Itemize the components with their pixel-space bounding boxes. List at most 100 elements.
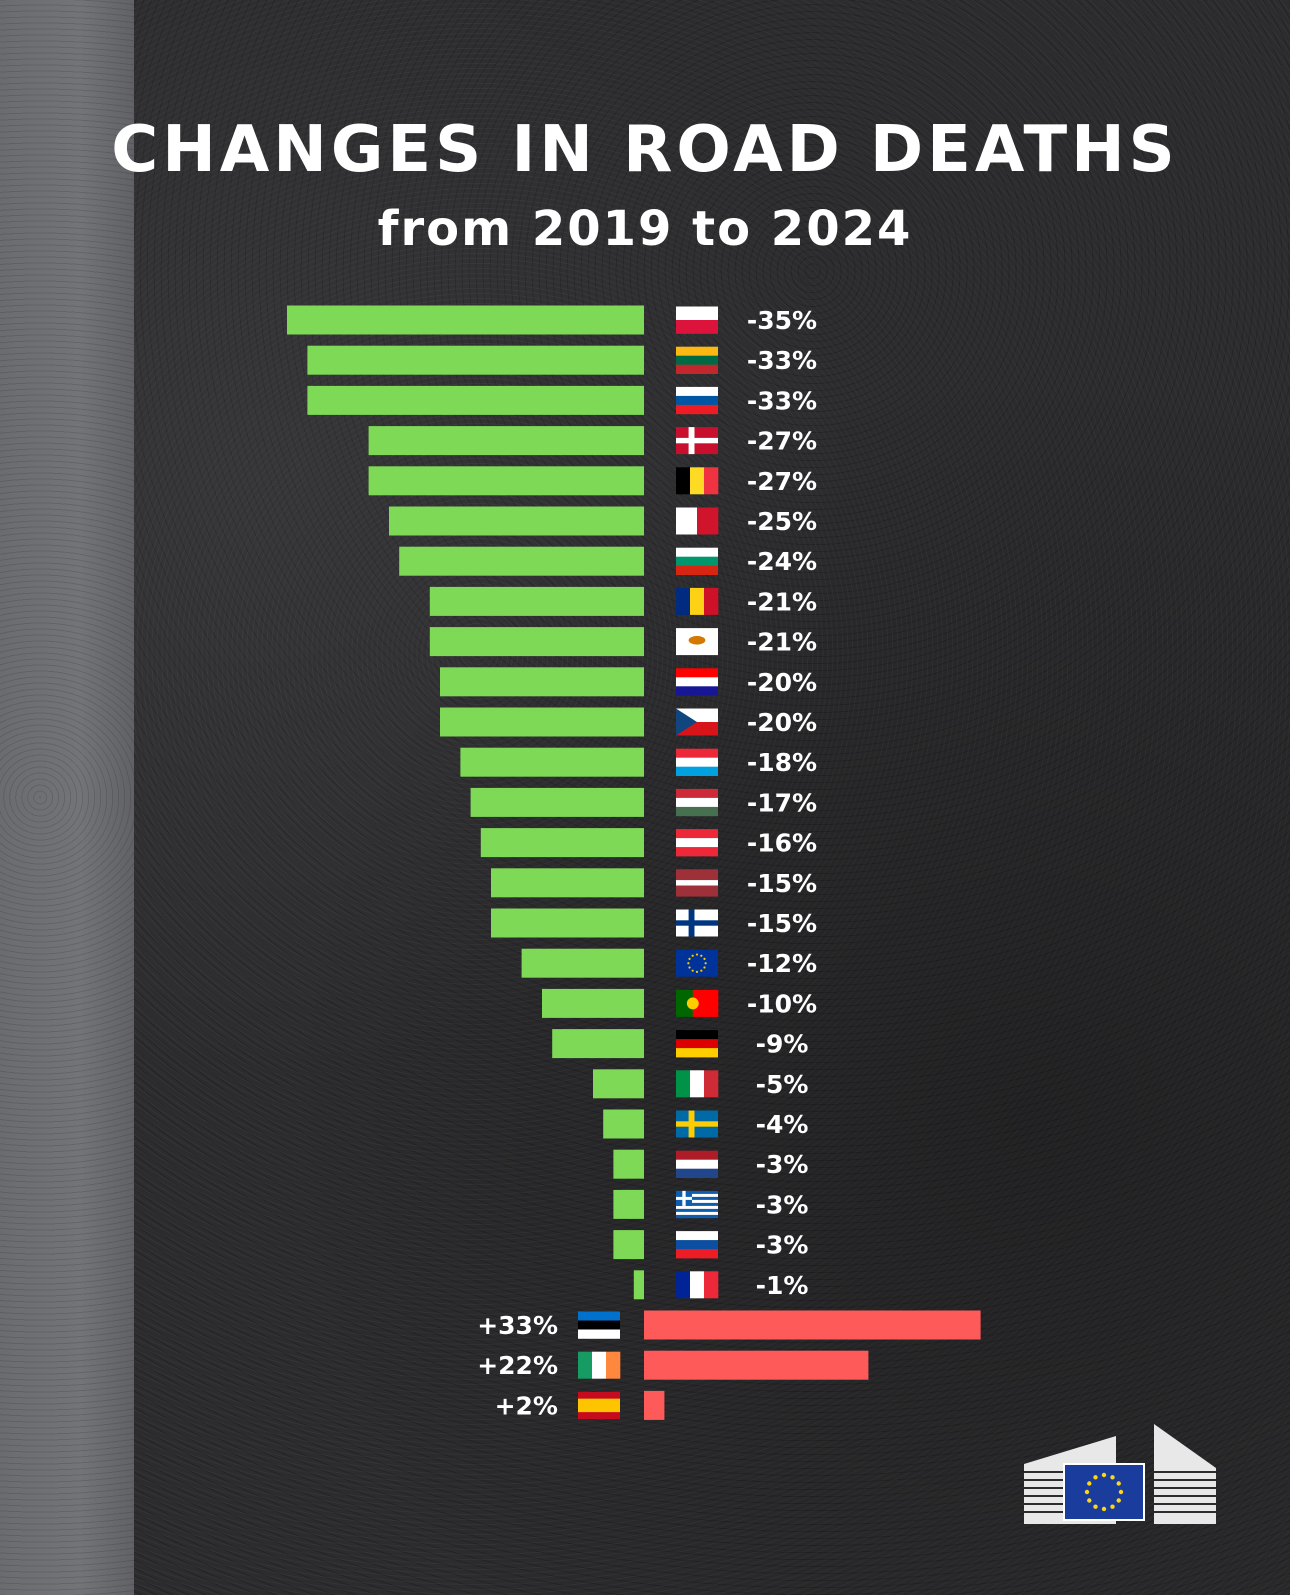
bar-row-hu bbox=[470, 787, 644, 817]
value-label-dk: -27% bbox=[747, 427, 817, 456]
flag-pt bbox=[676, 989, 719, 1017]
bar-fi bbox=[491, 908, 644, 938]
flag-se bbox=[676, 1110, 718, 1138]
flag-cz bbox=[676, 708, 718, 736]
value-label-ee: +33% bbox=[477, 1311, 558, 1340]
bar-row-ro bbox=[429, 586, 644, 616]
value-label-eu: -12% bbox=[747, 949, 817, 978]
value-label-ie: +22% bbox=[477, 1351, 558, 1380]
bar-pt bbox=[542, 988, 644, 1018]
flag-mt bbox=[676, 507, 719, 535]
bar-es bbox=[644, 1390, 665, 1420]
bar-eu bbox=[521, 948, 644, 978]
value-label-hu: -17% bbox=[747, 788, 817, 817]
bar-de bbox=[552, 1029, 644, 1059]
flag-cy bbox=[676, 628, 718, 656]
bar-row-se bbox=[603, 1109, 644, 1139]
flag-sk bbox=[676, 1231, 718, 1259]
flag-lt bbox=[676, 346, 718, 374]
flag-fi bbox=[676, 909, 718, 937]
bar-row-ee bbox=[644, 1310, 981, 1340]
value-label-lv: -15% bbox=[747, 869, 817, 898]
value-label-it: -5% bbox=[756, 1070, 809, 1099]
bar-fr bbox=[633, 1270, 644, 1300]
bar-cz bbox=[440, 707, 644, 737]
value-label-ro: -21% bbox=[747, 587, 817, 616]
bar-row-nl bbox=[613, 1149, 644, 1179]
value-label-se: -4% bbox=[756, 1110, 809, 1139]
chart-title: CHANGES IN ROAD DEATHS bbox=[111, 113, 1179, 187]
value-label-gr: -3% bbox=[756, 1190, 809, 1219]
flag-ee bbox=[578, 1311, 620, 1339]
value-label-fr: -1% bbox=[756, 1271, 809, 1300]
bar-row-sk bbox=[613, 1230, 644, 1260]
bar-dk bbox=[368, 426, 644, 456]
bar-ee bbox=[644, 1310, 981, 1340]
value-label-lt: -33% bbox=[747, 346, 817, 375]
value-label-mt: -25% bbox=[747, 507, 817, 536]
bar-row-at bbox=[480, 828, 644, 858]
flag-gr bbox=[676, 1190, 718, 1219]
bar-row-gr bbox=[613, 1189, 644, 1219]
value-label-pl: -35% bbox=[747, 306, 817, 335]
bar-row-pt bbox=[542, 988, 644, 1018]
flag-pl bbox=[676, 306, 718, 334]
flag-hr bbox=[676, 668, 718, 696]
bar-row-lt bbox=[307, 345, 644, 375]
value-label-es: +2% bbox=[495, 1391, 558, 1420]
bar-row-dk bbox=[368, 426, 644, 456]
bar-row-de bbox=[552, 1029, 644, 1059]
bar-row-ie bbox=[644, 1350, 869, 1380]
bar-se bbox=[603, 1109, 644, 1139]
bar-row-lu bbox=[460, 747, 644, 777]
bar-mt bbox=[389, 506, 644, 536]
bar-row-cz bbox=[440, 707, 644, 737]
flag-si bbox=[676, 386, 718, 415]
flag-de bbox=[676, 1030, 718, 1058]
bar-row-it bbox=[593, 1069, 644, 1099]
flag-it bbox=[676, 1070, 719, 1098]
bar-row-pl bbox=[287, 305, 644, 335]
value-label-pt: -10% bbox=[747, 989, 817, 1018]
bar-lt bbox=[307, 345, 644, 375]
value-label-at: -16% bbox=[747, 829, 817, 858]
bar-pl bbox=[287, 305, 644, 335]
bar-ro bbox=[429, 586, 644, 616]
value-label-sk: -3% bbox=[756, 1231, 809, 1260]
bar-hu bbox=[470, 787, 644, 817]
european-commission-logo bbox=[1024, 1424, 1216, 1524]
value-label-cy: -21% bbox=[747, 628, 817, 657]
value-label-nl: -3% bbox=[756, 1150, 809, 1179]
value-label-lu: -18% bbox=[747, 748, 817, 777]
bar-row-lv bbox=[491, 868, 644, 898]
flag-at bbox=[676, 829, 718, 857]
value-label-hr: -20% bbox=[747, 668, 817, 697]
flag-eu bbox=[676, 949, 718, 977]
flag-lu bbox=[676, 748, 718, 776]
bar-row-bg bbox=[399, 546, 644, 576]
road-marking-stripe bbox=[0, 0, 134, 1595]
bar-lv bbox=[491, 868, 644, 898]
value-label-bg: -24% bbox=[747, 547, 817, 576]
flag-ro bbox=[676, 587, 719, 615]
flag-nl bbox=[676, 1150, 718, 1178]
bar-row-cy bbox=[429, 627, 644, 657]
value-label-fi: -15% bbox=[747, 909, 817, 938]
bar-lu bbox=[460, 747, 644, 777]
bar-row-fr bbox=[633, 1270, 644, 1300]
flag-dk bbox=[676, 427, 718, 455]
value-label-be: -27% bbox=[747, 467, 817, 496]
bar-be bbox=[368, 466, 644, 496]
bar-row-fi bbox=[491, 908, 644, 938]
bar-si bbox=[307, 385, 644, 415]
bar-row-es bbox=[644, 1390, 665, 1420]
flag-es bbox=[578, 1391, 620, 1420]
bar-row-mt bbox=[389, 506, 644, 536]
bar-ie bbox=[644, 1350, 869, 1380]
chart-subtitle: from 2019 to 2024 bbox=[377, 201, 913, 257]
flag-bg bbox=[676, 547, 718, 575]
bar-hr bbox=[440, 667, 644, 697]
value-label-si: -33% bbox=[747, 386, 817, 415]
